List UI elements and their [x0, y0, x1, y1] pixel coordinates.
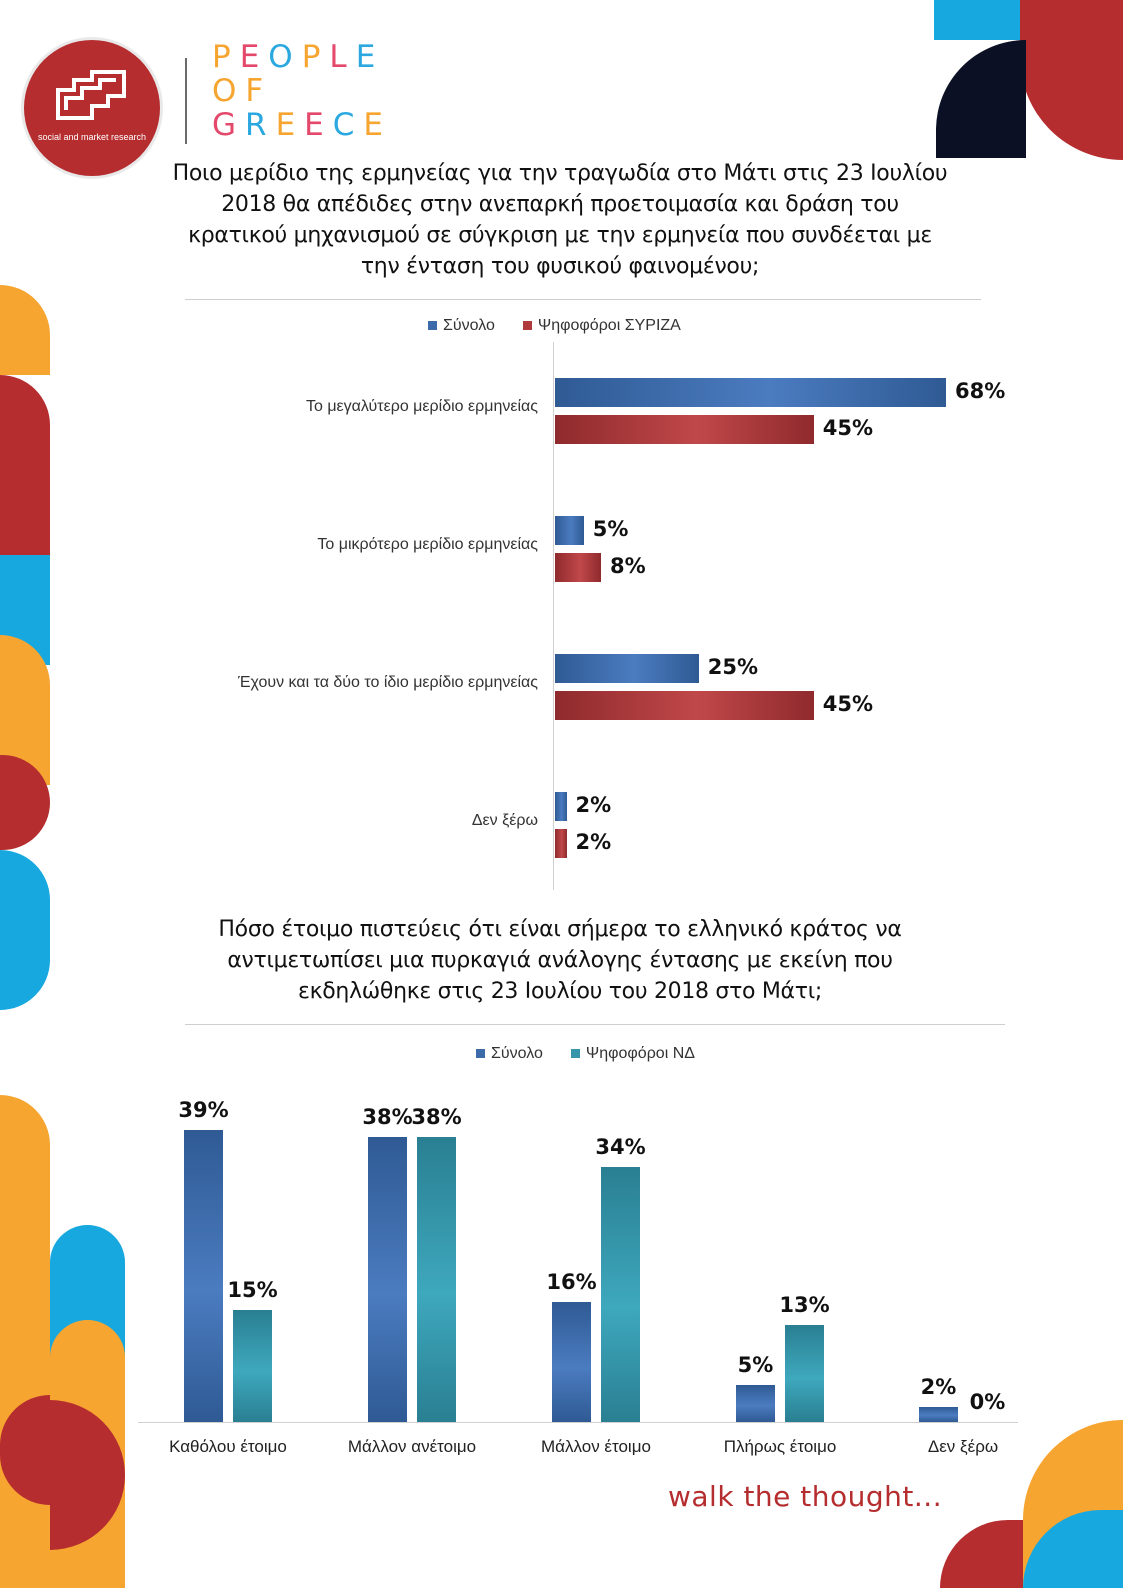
legend-item-total: Σύνολο [428, 317, 495, 335]
bar-total [919, 1407, 958, 1422]
wordmark-line-3: GREECE [212, 108, 392, 142]
bar-nd [233, 1309, 272, 1422]
bar-syriza [555, 829, 567, 858]
wordmark-letter: E [275, 107, 305, 143]
data-label: 2% [575, 830, 612, 854]
category-label: Καθόλου έτοιμο [169, 1437, 287, 1456]
data-label: 16% [546, 1270, 597, 1295]
data-label: 34% [595, 1135, 646, 1160]
bar-total [552, 1302, 591, 1422]
data-label: 45% [822, 416, 874, 440]
wordmark-letter: E [355, 39, 385, 75]
logo-caption: social and market research [37, 132, 147, 142]
legend-swatch-icon [476, 1049, 485, 1059]
wordmark-letter: C [332, 107, 364, 143]
data-label: 8% [610, 554, 646, 578]
data-label: 45% [822, 692, 874, 716]
data-label: 38% [411, 1105, 462, 1130]
bar-nd [417, 1137, 456, 1422]
decor-left-column [0, 285, 50, 1010]
legend-label: Σύνολο [491, 1045, 543, 1062]
data-label: 25% [707, 655, 759, 679]
chart1-category-axis [553, 342, 554, 890]
category-label: Δεν ξέρω [927, 1437, 999, 1456]
legend-swatch-icon [570, 1049, 580, 1059]
logo-divider [185, 58, 187, 144]
bar-total [368, 1137, 407, 1422]
wordmark-line-2: OF [212, 74, 392, 108]
chart2-title: Πόσο έτοιμο πιστεύεις ότι είναι σήμερα τ… [218, 917, 902, 1004]
wordmark-letter: P [301, 39, 330, 75]
wordmark-letter: O [212, 73, 246, 109]
category-label: Μάλλον έτοιμο [541, 1437, 651, 1456]
bar-total [555, 516, 584, 545]
legend-item-syriza: Ψηφοφόροι ΣΥΡΙΖΑ [522, 317, 681, 335]
category-label: Πλήρως έτοιμο [723, 1437, 837, 1456]
chart1-legend: Σύνολο Ψηφοφόροι ΣΥΡΙΖΑ [428, 317, 681, 335]
decor-top-right [934, 0, 1123, 160]
wordmark-letter: O [268, 39, 302, 75]
data-label: 13% [779, 1292, 830, 1317]
wordmark-letter: E [304, 107, 333, 143]
wordmark-letter: P [212, 39, 240, 75]
chart2-category-axis [138, 1422, 1018, 1423]
chart2-title-rule [185, 1024, 1005, 1025]
data-label: 0% [969, 1390, 1006, 1414]
tagline: walk the thought... [668, 1480, 943, 1513]
legend-swatch-icon [522, 321, 532, 331]
bar-nd [785, 1324, 824, 1422]
data-label: 5% [737, 1352, 774, 1377]
wordmark-letter: F [245, 73, 273, 109]
people-of-greece-wordmark: PEOPLE OF GREECE [212, 40, 392, 142]
wordmark-letter: L [329, 39, 356, 75]
logo-mark-icon [56, 70, 126, 120]
category-label: Έχουν και τα δύο το ίδιο μερίδιο ερμηνεί… [237, 674, 538, 691]
bar-total [736, 1384, 775, 1422]
bar-syriza [555, 553, 601, 582]
chart2-legend: Σύνολο Ψηφοφόροι ΝΔ [476, 1045, 695, 1063]
wordmark-letter: E [363, 107, 393, 143]
category-label: Δεν ξέρω [471, 812, 538, 829]
bar-syriza [555, 691, 814, 720]
data-label: 38% [362, 1105, 413, 1130]
bar-total [555, 378, 946, 407]
chart1-title-rule [185, 299, 981, 300]
data-label: 39% [178, 1098, 229, 1122]
legend-label: Ψηφοφόροι ΝΔ [585, 1045, 695, 1062]
data-label: 15% [227, 1277, 278, 1302]
bar-total [555, 654, 699, 683]
data-label: 5% [592, 517, 629, 541]
legend-item-nd: Ψηφοφόροι ΝΔ [570, 1045, 695, 1063]
legend-label: Σύνολο [443, 317, 495, 334]
decor-bottom-left [0, 1095, 125, 1588]
data-label: 2% [575, 793, 612, 817]
bar-syriza [555, 415, 814, 444]
category-label: Το μεγαλύτερο μερίδιο ερμηνείας [305, 398, 538, 415]
data-label: 2% [920, 1375, 957, 1400]
legend-label: Ψηφοφόροι ΣΥΡΙΖΑ [537, 317, 681, 334]
company-logo: social and market research [24, 40, 160, 176]
legend-item-total: Σύνολο [476, 1045, 543, 1063]
category-label: Μάλλον ανέτοιμο [347, 1437, 477, 1456]
category-label: Το μικρότερο μερίδιο ερμηνείας [317, 536, 538, 553]
decor-bottom-right [940, 1420, 1123, 1588]
bar-nd [601, 1167, 640, 1422]
bar-total [555, 792, 567, 821]
wordmark-letter: G [212, 107, 246, 143]
wordmark-line-1: PEOPLE [212, 40, 392, 74]
data-label: 68% [955, 379, 1006, 403]
bar-total [184, 1130, 223, 1422]
wordmark-letter: R [245, 107, 276, 143]
legend-swatch-icon [428, 321, 437, 331]
wordmark-letter: E [239, 39, 269, 75]
chart1-title: Ποιο μερίδιο της ερμηνείας για την τραγω… [172, 161, 948, 279]
